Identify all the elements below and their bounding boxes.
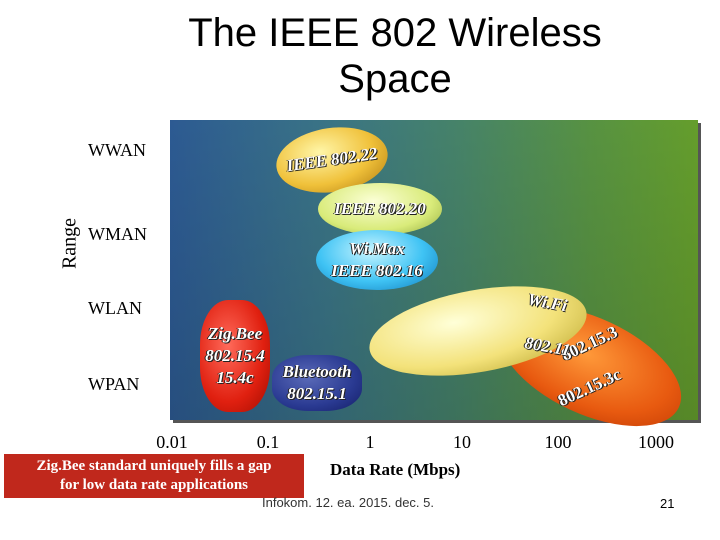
row-label-wwan: WWAN <box>88 140 146 160</box>
wifi-label: Wi.Fi <box>526 289 569 316</box>
y-axis-label: Range <box>58 217 81 270</box>
ieee-802-11-label: 802.11 <box>523 333 572 360</box>
x-tick-10: 10 <box>453 432 471 452</box>
wimax-label: Wi.Max <box>349 239 405 258</box>
ieee-802-15-3c-label: 802.15.3c <box>555 364 625 411</box>
bluetooth-label: Bluetooth <box>282 362 352 381</box>
zigbee-ellipse: Zig.Bee 802.15.4 15.4c <box>200 300 270 412</box>
callout-line-1: Zig.Bee standard uniquely fills a gap <box>36 458 272 474</box>
ieee-802-22-label: IEEE 802.22 <box>285 143 379 176</box>
x-tick-100: 100 <box>544 432 572 452</box>
x-tick-1: 1 <box>365 432 375 452</box>
row-label-wman: WMAN <box>88 224 147 244</box>
zigbee-label: Zig.Bee <box>207 324 263 343</box>
x-axis-label: Data Rate (Mbps) <box>330 460 461 479</box>
x-tick-1000: 1000 <box>638 432 674 452</box>
page-number: 21 <box>660 496 675 511</box>
bluetooth-ellipse: Bluetooth 802.15.1 <box>272 355 362 411</box>
row-label-wpan: WPAN <box>88 374 140 394</box>
ieee-802-15-4c-label: 15.4c <box>216 368 254 387</box>
x-tick-0-1: 0.1 <box>256 432 280 452</box>
footer-text: Infokom. 12. ea. 2015. dec. 5. <box>262 495 435 510</box>
ieee-802-20-ellipse: IEEE 802.20 <box>318 183 442 235</box>
wimax-ellipse: Wi.Max IEEE 802.16 <box>316 230 438 290</box>
ieee-802-16-label: IEEE 802.16 <box>331 261 423 280</box>
zigbee-callout: Zig.Bee standard uniquely fills a gap fo… <box>4 454 304 498</box>
ieee-802-15-1-label: 802.15.1 <box>287 384 347 403</box>
x-tick-0-01: 0.01 <box>156 432 188 452</box>
callout-line-2: for low data rate applications <box>59 477 249 493</box>
ieee-802-20-label: IEEE 802.20 <box>334 199 426 218</box>
ieee-802-15-4-label: 802.15.4 <box>205 346 265 365</box>
row-label-wlan: WLAN <box>88 298 142 318</box>
page-title: The IEEE 802 Wireless Space <box>188 11 602 101</box>
